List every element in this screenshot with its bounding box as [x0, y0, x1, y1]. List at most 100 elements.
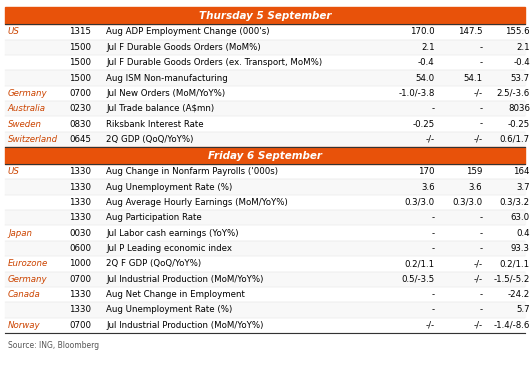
Text: Aug Unemployment Rate (%): Aug Unemployment Rate (%) — [106, 305, 232, 315]
Text: 0700: 0700 — [69, 321, 91, 330]
Text: Germany: Germany — [8, 89, 48, 98]
Text: 1330: 1330 — [69, 183, 91, 192]
Text: -0.4: -0.4 — [418, 58, 435, 67]
Text: Aug Participation Rate: Aug Participation Rate — [106, 213, 202, 222]
Text: -/-: -/- — [473, 135, 482, 144]
Text: -0.25: -0.25 — [508, 120, 530, 128]
Text: -: - — [431, 104, 435, 113]
Text: 2Q GDP (QoQ/YoY%): 2Q GDP (QoQ/YoY%) — [106, 135, 193, 144]
Text: -: - — [479, 290, 482, 299]
Text: 0830: 0830 — [69, 120, 91, 128]
Text: 0230: 0230 — [69, 104, 91, 113]
Text: Aug Average Hourly Earnings (MoM/YoY%): Aug Average Hourly Earnings (MoM/YoY%) — [106, 198, 288, 207]
Bar — [5, 164, 525, 179]
Text: Japan: Japan — [8, 229, 32, 238]
Text: -: - — [479, 58, 482, 67]
Text: 1330: 1330 — [69, 290, 91, 299]
Text: Germany: Germany — [8, 275, 48, 284]
Text: 1500: 1500 — [69, 73, 91, 83]
Text: 0.5/-3.5: 0.5/-3.5 — [401, 275, 435, 284]
Text: 0.3/3.0: 0.3/3.0 — [452, 198, 482, 207]
Text: 0.4: 0.4 — [516, 229, 530, 238]
Text: 3.7: 3.7 — [516, 183, 530, 192]
Bar — [5, 116, 525, 132]
Text: -1.0/-3.8: -1.0/-3.8 — [398, 89, 435, 98]
Text: 0700: 0700 — [69, 275, 91, 284]
Text: 155.6: 155.6 — [506, 28, 530, 36]
Text: -/-: -/- — [473, 89, 482, 98]
Text: 8036: 8036 — [508, 104, 530, 113]
Text: 3.6: 3.6 — [421, 183, 435, 192]
Text: 0.3/3.2: 0.3/3.2 — [500, 198, 530, 207]
Text: 1000: 1000 — [69, 259, 91, 268]
Text: Riksbank Interest Rate: Riksbank Interest Rate — [106, 120, 204, 128]
Text: 2.5/-3.6: 2.5/-3.6 — [497, 89, 530, 98]
Text: Switzerland: Switzerland — [8, 135, 58, 144]
Text: 1500: 1500 — [69, 58, 91, 67]
Text: 0030: 0030 — [69, 229, 91, 238]
Text: -/-: -/- — [473, 321, 482, 330]
Bar — [5, 24, 525, 40]
Text: Canada: Canada — [8, 290, 41, 299]
Text: 164: 164 — [514, 167, 530, 176]
Bar — [5, 318, 525, 333]
Text: 2.1: 2.1 — [516, 43, 530, 52]
Text: Jul Trade balance (A$mn): Jul Trade balance (A$mn) — [106, 104, 214, 113]
Text: -: - — [479, 104, 482, 113]
Bar — [5, 241, 525, 256]
Bar — [5, 287, 525, 302]
Text: 63.0: 63.0 — [511, 213, 530, 222]
Text: -/-: -/- — [426, 321, 435, 330]
Bar — [5, 70, 525, 86]
Text: Aug ADP Employment Change (000's): Aug ADP Employment Change (000's) — [106, 28, 269, 36]
Text: 1500: 1500 — [69, 43, 91, 52]
Bar — [5, 256, 525, 272]
Text: -24.2: -24.2 — [508, 290, 530, 299]
Bar — [5, 147, 525, 164]
Text: Australia: Australia — [8, 104, 46, 113]
Text: -: - — [431, 213, 435, 222]
Text: Jul F Durable Goods Orders (MoM%): Jul F Durable Goods Orders (MoM%) — [106, 43, 261, 52]
Text: Jul New Orders (MoM/YoY%): Jul New Orders (MoM/YoY%) — [106, 89, 225, 98]
Text: 0.6/1.7: 0.6/1.7 — [500, 135, 530, 144]
Bar — [5, 86, 525, 101]
Text: 1330: 1330 — [69, 198, 91, 207]
Text: 0.2/1.1: 0.2/1.1 — [500, 259, 530, 268]
Text: -/-: -/- — [473, 275, 482, 284]
Text: 170.0: 170.0 — [410, 28, 435, 36]
Bar — [5, 179, 525, 195]
Bar — [5, 225, 525, 241]
Text: -: - — [479, 43, 482, 52]
Text: Jul Labor cash earnings (YoY%): Jul Labor cash earnings (YoY%) — [106, 229, 238, 238]
Bar — [5, 132, 525, 147]
Bar — [5, 210, 525, 225]
Text: Thursday 5 September: Thursday 5 September — [199, 11, 331, 21]
Text: -0.4: -0.4 — [513, 58, 530, 67]
Text: 1330: 1330 — [69, 167, 91, 176]
Text: -: - — [479, 229, 482, 238]
Text: Aug ISM Non-manufacturing: Aug ISM Non-manufacturing — [106, 73, 228, 83]
Text: -: - — [479, 120, 482, 128]
Text: -1.5/-5.2: -1.5/-5.2 — [493, 275, 530, 284]
Bar — [5, 272, 525, 287]
Text: -/-: -/- — [473, 259, 482, 268]
Text: US: US — [8, 28, 20, 36]
Text: Jul Industrial Production (MoM/YoY%): Jul Industrial Production (MoM/YoY%) — [106, 321, 263, 330]
Text: 147.5: 147.5 — [458, 28, 482, 36]
Text: 0.2/1.1: 0.2/1.1 — [404, 259, 435, 268]
Text: Aug Unemployment Rate (%): Aug Unemployment Rate (%) — [106, 183, 232, 192]
Text: 93.3: 93.3 — [511, 244, 530, 253]
Text: -: - — [479, 305, 482, 315]
Bar — [5, 101, 525, 116]
Text: 159: 159 — [466, 167, 482, 176]
Text: -: - — [431, 244, 435, 253]
Text: 2.1: 2.1 — [421, 43, 435, 52]
Bar — [5, 195, 525, 210]
Text: 53.7: 53.7 — [511, 73, 530, 83]
Bar — [5, 55, 525, 70]
Text: 54.1: 54.1 — [463, 73, 482, 83]
Text: -: - — [431, 305, 435, 315]
Text: Jul Industrial Production (MoM/YoY%): Jul Industrial Production (MoM/YoY%) — [106, 275, 263, 284]
Text: Source: ING, Bloomberg: Source: ING, Bloomberg — [8, 341, 99, 350]
Text: -: - — [479, 213, 482, 222]
